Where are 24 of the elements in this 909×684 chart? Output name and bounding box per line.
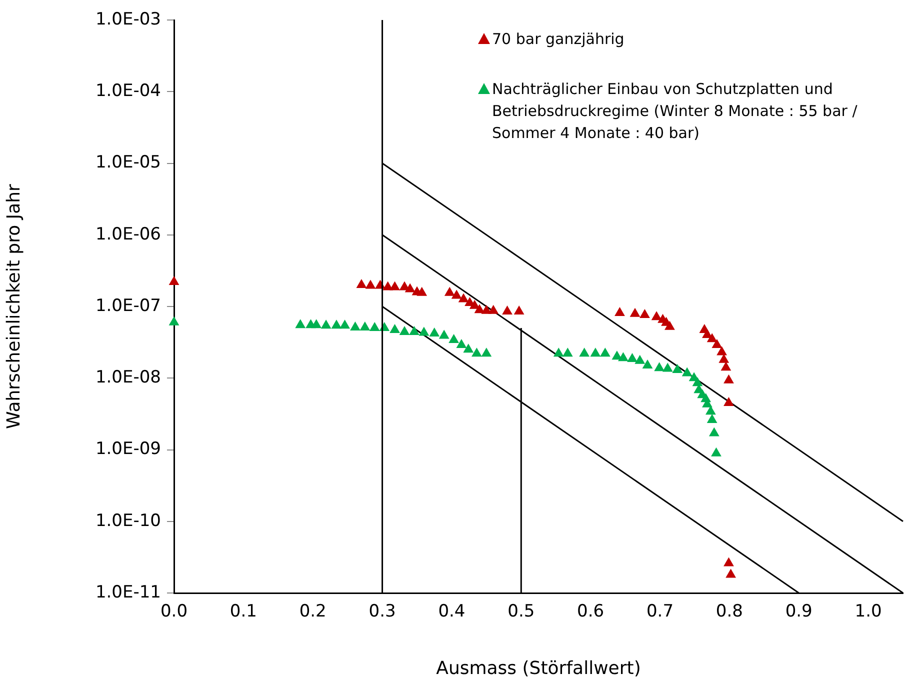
x-tick-label: 0.6 — [577, 602, 604, 622]
y-tick-label: 1.0E-10 — [95, 510, 161, 531]
y-tick-label: 1.0E-07 — [95, 296, 161, 316]
y-axis-title: Wahrscheinlichkeit pro Jahr — [3, 183, 24, 429]
x-tick-label: 0.2 — [299, 602, 326, 622]
y-tick-label: 1.0E-09 — [95, 439, 161, 460]
y-tick-label: 1.0E-03 — [95, 9, 161, 30]
legend-label: Nachträglicher Einbau von Schutzplatten und Betriebsdruckregime (Winter 8 Monate : 55 bar / Sommer 4 Monate : 40 bar) — [492, 79, 858, 144]
x-tick-label: 0.7 — [646, 602, 674, 622]
x-tick-label: 0.8 — [716, 602, 743, 622]
y-tick-label: 1.0E-08 — [95, 368, 161, 388]
x-tick-label: 0.5 — [508, 602, 535, 622]
y-tick-label: 1.0E-11 — [95, 582, 161, 602]
x-tick-label: 0.1 — [230, 602, 257, 622]
x-tick-label: 0.9 — [785, 602, 812, 622]
x-tick-label: 0.3 — [368, 602, 396, 622]
y-tick-label: 1.0E-05 — [95, 152, 161, 173]
x-tick-label: 0.4 — [438, 602, 466, 622]
y-tick-label: 1.0E-06 — [95, 224, 161, 244]
x-axis-title: Ausmass (Störfallwert) — [436, 658, 641, 679]
x-tick-label: 1.0 — [854, 602, 882, 622]
y-tick-label: 1.0E-04 — [95, 81, 161, 102]
legend-label: 70 bar ganzjährig — [492, 29, 624, 50]
x-tick-label: 0.0 — [160, 602, 188, 622]
